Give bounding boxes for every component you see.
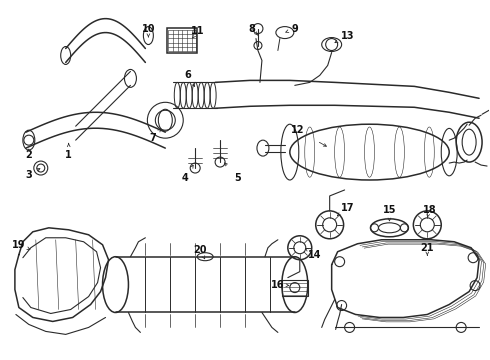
Text: 7: 7 xyxy=(149,133,156,143)
Text: 1: 1 xyxy=(65,150,72,160)
Text: 13: 13 xyxy=(341,31,354,41)
Text: 11: 11 xyxy=(192,26,205,36)
Text: 15: 15 xyxy=(383,205,396,215)
Text: 20: 20 xyxy=(194,245,207,255)
Text: 21: 21 xyxy=(420,243,434,253)
Bar xyxy=(167,28,197,54)
Text: 4: 4 xyxy=(182,173,189,183)
Text: 5: 5 xyxy=(235,173,242,183)
Text: 19: 19 xyxy=(12,240,25,250)
Text: 3: 3 xyxy=(25,170,32,180)
Text: 16: 16 xyxy=(271,280,285,289)
Text: 14: 14 xyxy=(308,250,321,260)
Text: 17: 17 xyxy=(341,203,354,213)
Bar xyxy=(282,280,308,296)
Text: 18: 18 xyxy=(422,205,436,215)
Text: 8: 8 xyxy=(248,24,255,33)
Text: 6: 6 xyxy=(185,71,192,80)
Text: 12: 12 xyxy=(291,125,305,135)
Text: 10: 10 xyxy=(142,24,155,33)
Text: 9: 9 xyxy=(292,24,298,33)
Text: 2: 2 xyxy=(25,150,32,160)
